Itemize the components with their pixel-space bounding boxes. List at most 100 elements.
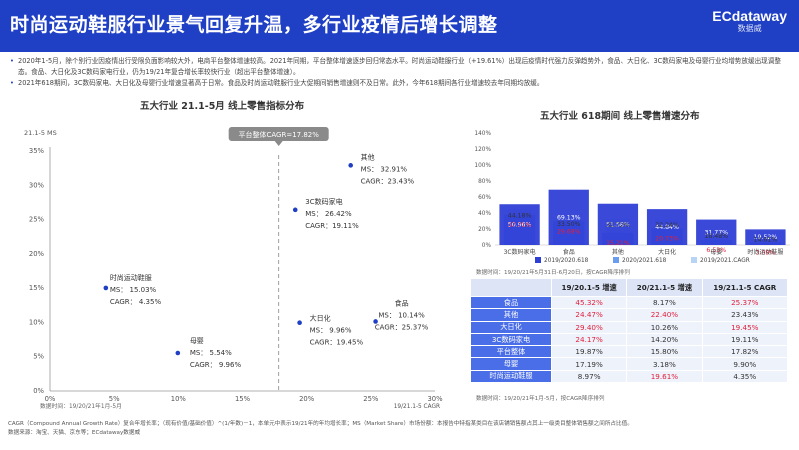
scatter-y-unit: 21.1-5 MS: [24, 129, 57, 137]
scatter-point-ms: MS： 15.03%: [110, 286, 157, 294]
x-tick-label: 5%: [109, 395, 120, 403]
x-tick-label: 0%: [45, 395, 56, 403]
scatter-point: [175, 350, 181, 356]
page-title: 时尚运动鞋服行业景气回复升温，多行业疫情后增长调整: [10, 14, 498, 36]
bar-data-label: 69.13%: [557, 214, 581, 221]
scatter-point-ms: MS： 5.54%: [190, 349, 232, 357]
y-tick-label: 20%: [29, 250, 45, 258]
y-tick-label: 5%: [33, 353, 44, 361]
table-header: 19/20.1-5 增速: [550, 278, 628, 297]
scatter-reference: 平台整体CAGR=17.82%: [228, 127, 329, 391]
table-cell: 19.11%: [701, 332, 789, 347]
bar-data-label: 18.48%: [704, 233, 728, 240]
table-cell: 45.32%: [550, 295, 628, 310]
scatter-source: 数据时间：19/20/21年1月-5月: [40, 402, 122, 410]
ecdataway-logo: ECdataway 数据威: [712, 8, 787, 34]
bar-y-tick-label: 120%: [474, 147, 491, 153]
scatter-title: 五大行业 21.1-5月 线上零售指标分布: [140, 101, 305, 112]
y-tick-label: 25%: [29, 216, 45, 224]
bar-2019-2020: [745, 229, 786, 245]
table-row-label: 平台整体: [470, 345, 552, 359]
bar-2019-2020: [696, 219, 737, 245]
scatter-point-cagr: CAGR： 9.96%: [190, 361, 242, 369]
x-tick-label: 10%: [171, 395, 187, 403]
bar-2019-2020: [499, 204, 540, 245]
table-row-label: 食品: [470, 295, 552, 310]
logo-text: ECdataway: [712, 8, 787, 24]
bar-2019-2020: [646, 209, 688, 245]
table-row: 母婴 17.19% 3.18% 9.90%: [470, 357, 789, 371]
table-row: 平台整体 19.87% 15.80% 17.82%: [470, 345, 789, 359]
table-cell: 22.40%: [626, 308, 703, 322]
bar-data-label: 20.73%: [655, 235, 679, 242]
bar-category-label: 食品: [563, 248, 575, 256]
bar-y-tick-label: 40%: [478, 211, 491, 217]
footer-notes: CAGR（Compound Annual Growth Rate）复合年增长率；…: [8, 420, 793, 438]
bar-category-label: 3C数码家电: [504, 248, 536, 256]
legend-swatch: [535, 257, 541, 263]
scatter-point-ms: MS： 10.14%: [378, 311, 425, 319]
table-cell: 19.61%: [626, 369, 703, 384]
scatter-point-cagr: CAGR：23.43%: [361, 177, 415, 185]
scatter-point-name: 母婴: [190, 337, 204, 345]
bar-category-label: 母婴: [710, 249, 722, 256]
table-cell: 10.26%: [626, 320, 703, 334]
table-cell: 9.90%: [701, 357, 789, 371]
table-cell: 14.20%: [626, 332, 703, 347]
scatter-chart: 21.1-5 MS 0% 5% 10% 15% 20% 25% 30% 35% 0% 5% 10% 1…: [24, 127, 443, 410]
x-tick-label: 20%: [299, 395, 315, 403]
bar-source: 数据时间：19/20/21年5月31日-6月20日，按CAGR降序排列: [476, 270, 630, 276]
scatter-point-ms: MS： 9.96%: [310, 327, 352, 335]
bullet-1: 2020年1-5月，除个别行业因疫情出行受限负面影响较大外，电商平台整体增速较高…: [8, 56, 793, 78]
table-cell: 4.35%: [701, 369, 789, 384]
table-row: 大日化 29.40% 10.26% 19.45%: [470, 320, 789, 334]
bar-category-label: 时尚运动鞋服: [747, 248, 783, 256]
table-cell: 15.80%: [626, 345, 703, 359]
bar-2019-2020: [548, 189, 589, 245]
table-cell: 24.17%: [550, 332, 628, 347]
table-row: 3C数码家电 24.17% 14.20% 19.11%: [470, 332, 789, 347]
bar-y-tick-label: 80%: [478, 179, 491, 185]
x-tick-label: 15%: [235, 395, 251, 403]
bar-data-label: 37.71%: [508, 222, 532, 229]
table-row: 其他 24.47% 22.40% 23.43%: [470, 308, 789, 322]
footer-note: CAGR（Compound Annual Growth Rate）复合年增长率；…: [8, 421, 633, 427]
scatter-point: [292, 207, 298, 213]
scatter-point-ms: MS： 26.42%: [305, 210, 352, 218]
table-cell: 17.19%: [550, 357, 628, 371]
scatter-point-cagr: CAGR：19.11%: [305, 222, 359, 230]
scatter-point-cagr: CAGR：19.45%: [310, 339, 364, 347]
bar-y-tick-label: 140%: [474, 131, 491, 137]
y-tick-label: 30%: [29, 181, 45, 189]
bar-title: 五大行业 618期间 线上零售增速分布: [540, 111, 700, 122]
table-cell: 29.40%: [550, 320, 628, 334]
legend-label: 2020/2021.618: [622, 258, 667, 264]
table-cell: 19.45%: [701, 320, 789, 334]
table-row-label: 其他: [470, 308, 552, 322]
bar-data-label: 44.84%: [655, 224, 679, 231]
bar-2019-2020: [597, 203, 639, 245]
table-header: 20/21.1-5 增速: [626, 278, 703, 297]
scatter-point-ms: MS： 32.91%: [361, 165, 408, 173]
scatter-points: 其他 MS： 32.91% CAGR：23.43% 3C数码家电 MS： 26.42% C…: [103, 152, 429, 369]
reference-label: 平台整体CAGR=17.82%: [238, 130, 319, 139]
table-body: 食品 45.32% 8.17% 25.37% 其他 24.47% 22.40% 23.43% 大…: [470, 295, 789, 384]
table-source: 数据时间：19/20/21年1月-5月，按CAGR降序排列: [476, 396, 605, 402]
bar-data-label: 14.61%: [754, 236, 778, 243]
table-header: [470, 278, 552, 297]
bar-series: 50.96%37.71% 44.18% 3C数码家电 69.13% 29.68%33.5…: [499, 189, 786, 257]
bar-data-label: 15.21%: [606, 240, 630, 247]
bar-category-label: 大日化: [658, 248, 676, 256]
y-tick-label: 10%: [29, 318, 45, 326]
table-header-row: 19/20.1-5 增速 20/21.1-5 增速 19/21.1-5 CAGR: [470, 278, 789, 297]
bar-data-label: 44.18%: [508, 213, 532, 220]
bar-data-label: 32.24%: [655, 222, 679, 229]
y-tick-label: 0%: [33, 387, 44, 395]
growth-table: 19/20.1-5 增速 20/21.1-5 增速 19/21.1-5 CAGR…: [470, 278, 789, 384]
legend-label: 2019/2021.CAGR: [700, 258, 750, 264]
table-cell: 19.87%: [550, 345, 628, 359]
table-cell: 3.18%: [626, 357, 703, 371]
bar-y-tick-label: 0%: [482, 243, 492, 249]
bar-data-label: 3.09%: [756, 250, 776, 257]
table-cell: 17.82%: [701, 345, 789, 359]
